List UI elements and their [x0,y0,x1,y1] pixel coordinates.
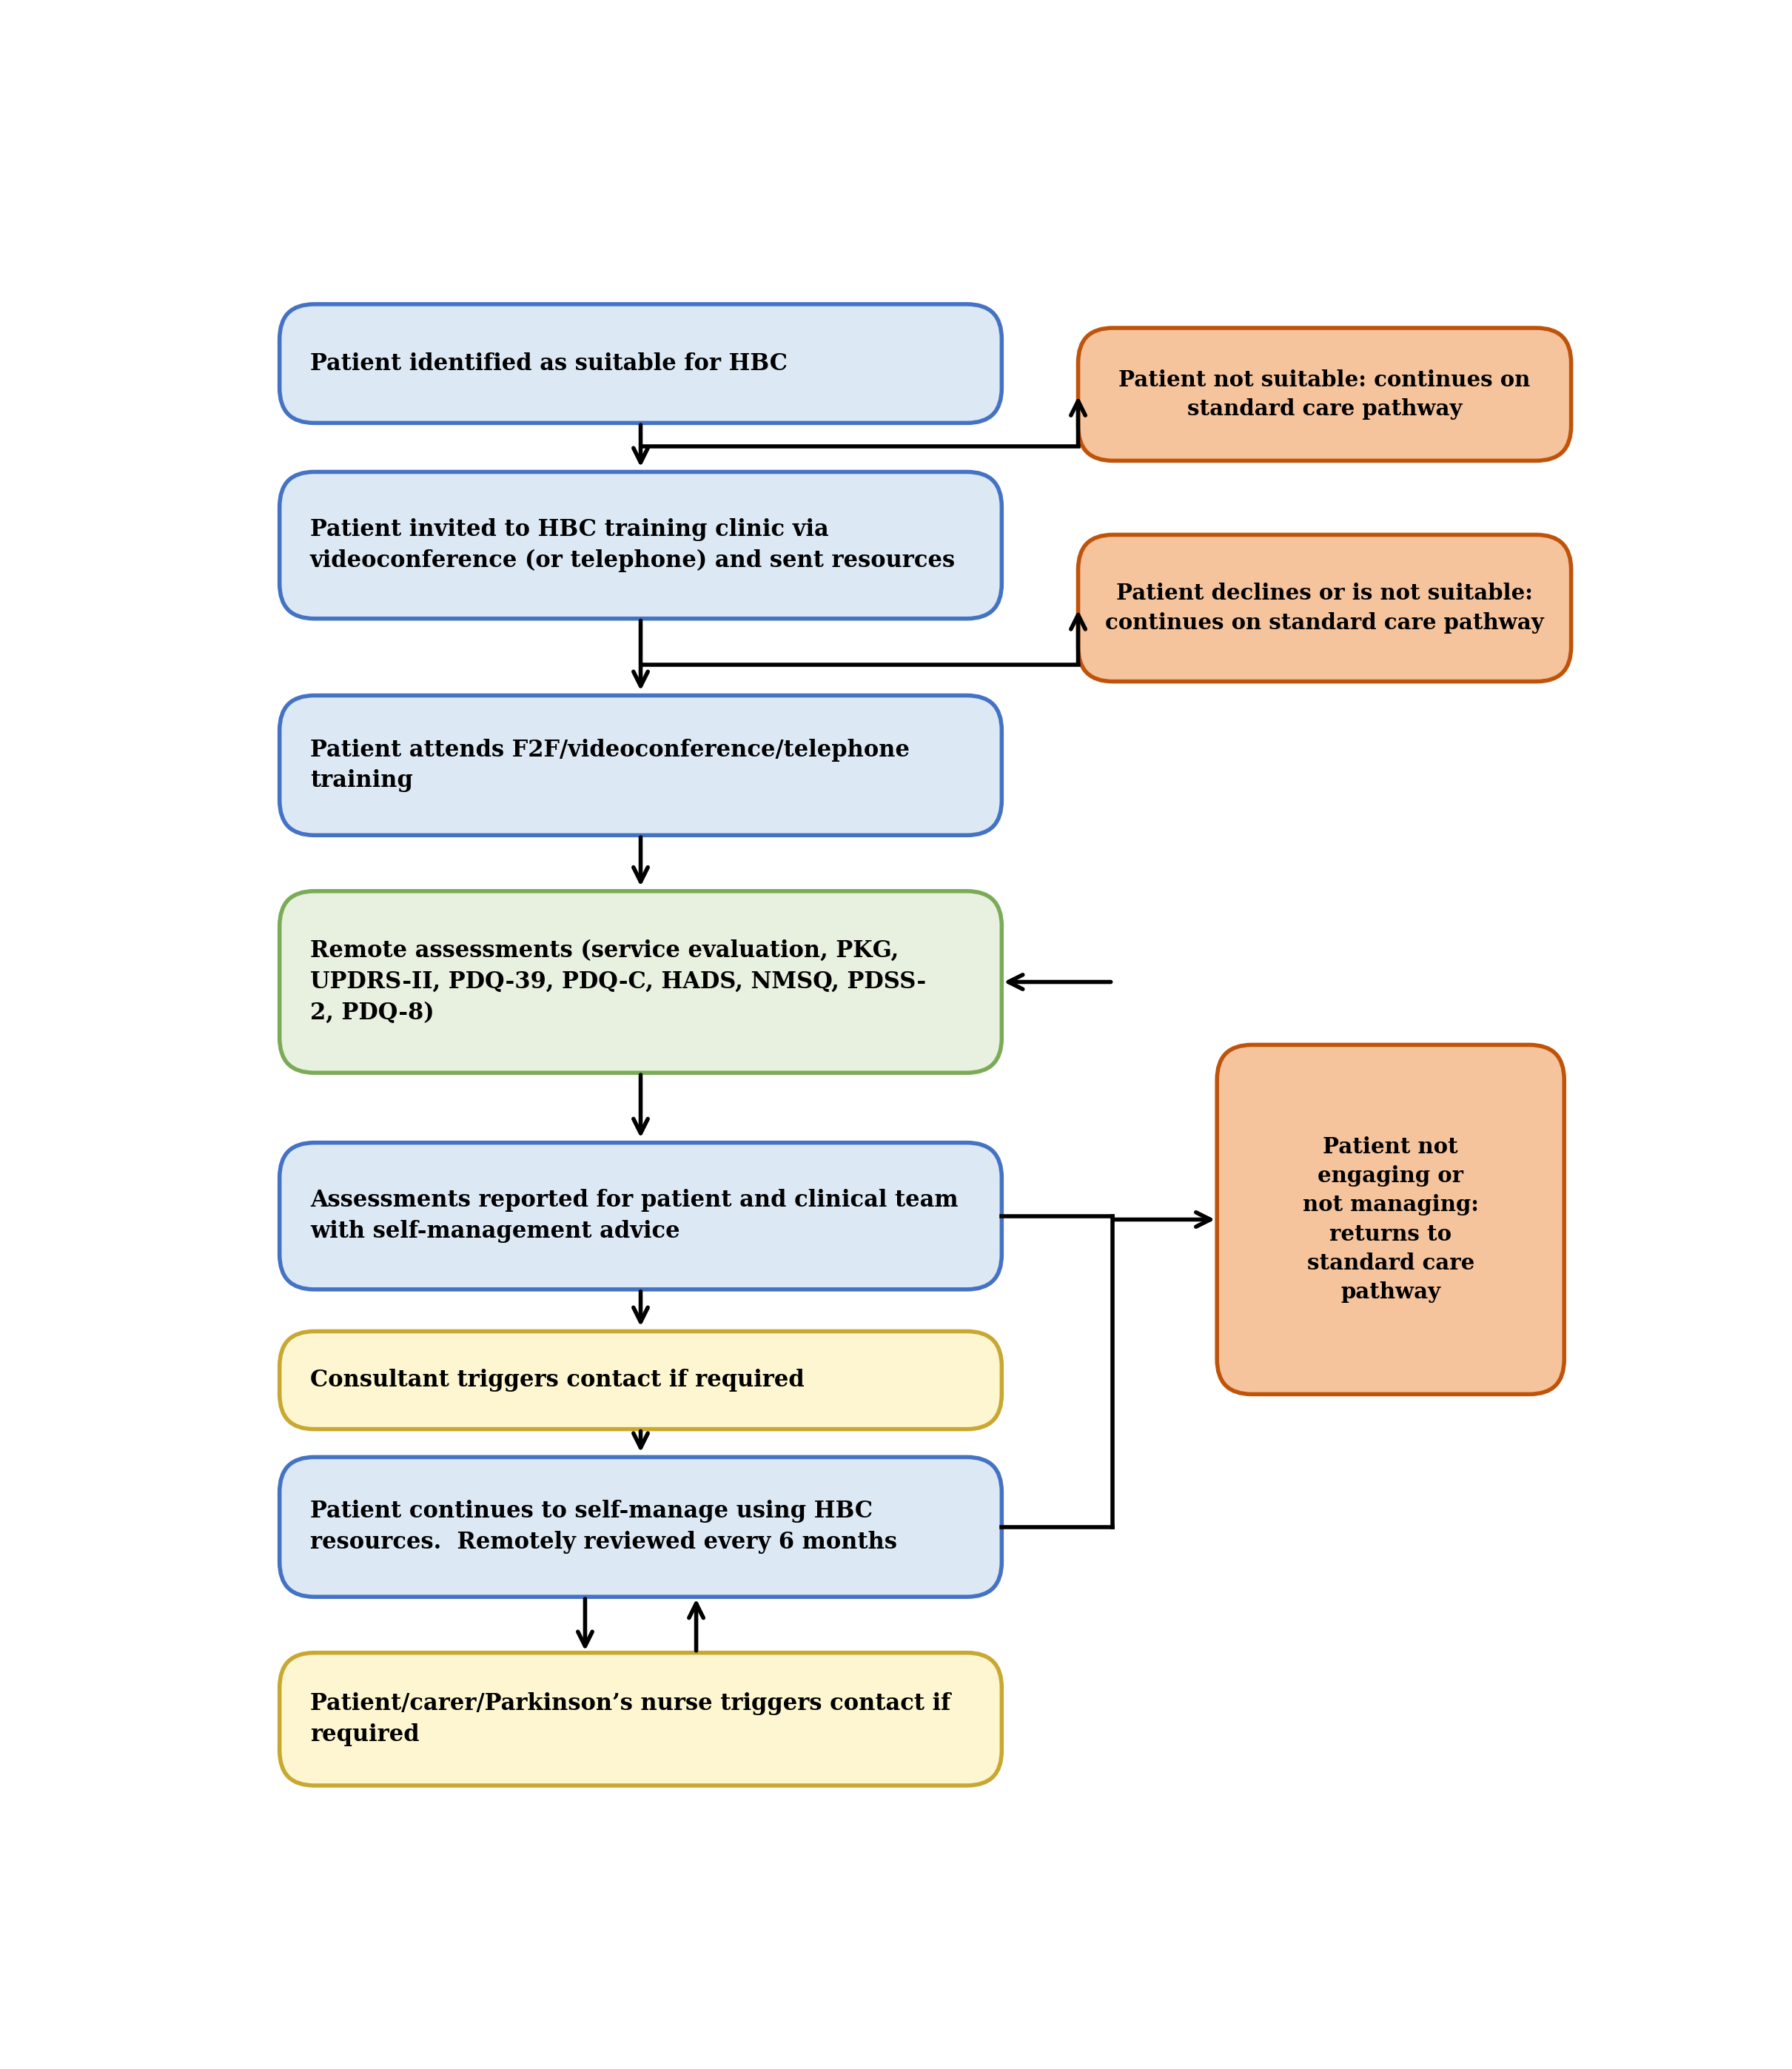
Text: Patient declines or is not suitable:
continues on standard care pathway: Patient declines or is not suitable: con… [1106,583,1545,633]
Text: Remote assessments (service evaluation, PKG,
UPDRS-II, PDQ-39, PDQ-C, HADS, NMSQ: Remote assessments (service evaluation, … [310,939,926,1024]
Text: Assessments reported for patient and clinical team
with self-management advice: Assessments reported for patient and cli… [310,1190,959,1243]
FancyBboxPatch shape [280,304,1002,422]
FancyBboxPatch shape [280,1653,1002,1786]
Text: Patient continues to self-manage using HBC
resources.  Remotely reviewed every 6: Patient continues to self-manage using H… [310,1500,898,1554]
FancyBboxPatch shape [1217,1045,1564,1395]
FancyBboxPatch shape [280,695,1002,836]
FancyBboxPatch shape [280,1142,1002,1289]
FancyBboxPatch shape [280,892,1002,1074]
Text: Patient not suitable: continues on
standard care pathway: Patient not suitable: continues on stand… [1118,368,1530,420]
Text: Patient identified as suitable for HBC: Patient identified as suitable for HBC [310,352,787,374]
Text: Consultant triggers contact if required: Consultant triggers contact if required [310,1370,805,1392]
FancyBboxPatch shape [1079,329,1572,461]
FancyBboxPatch shape [280,472,1002,619]
FancyBboxPatch shape [280,1330,1002,1430]
Text: Patient/carer/Parkinson’s nurse triggers contact if
required: Patient/carer/Parkinson’s nurse triggers… [310,1692,950,1746]
Text: Patient not
engaging or
not managing:
returns to
standard care
pathway: Patient not engaging or not managing: re… [1303,1136,1478,1303]
FancyBboxPatch shape [280,1457,1002,1597]
FancyBboxPatch shape [1079,534,1572,681]
Text: Patient attends F2F/videoconference/telephone
training: Patient attends F2F/videoconference/tele… [310,739,910,792]
Text: Patient invited to HBC training clinic via
videoconference (or telephone) and se: Patient invited to HBC training clinic v… [310,517,955,573]
